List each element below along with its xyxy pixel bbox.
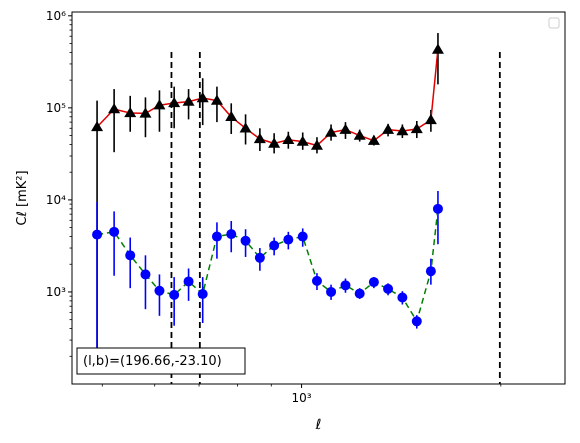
data-point — [225, 110, 238, 121]
data-point — [424, 113, 437, 125]
data-point — [92, 229, 103, 240]
series-layer — [91, 33, 444, 357]
legend — [548, 17, 560, 29]
data-point — [282, 133, 295, 144]
data-point — [368, 277, 379, 288]
data-point — [253, 132, 266, 144]
data-point — [367, 134, 380, 145]
data-point — [396, 125, 409, 136]
data-point — [124, 106, 137, 118]
y-tick-label: 10⁵ — [46, 101, 66, 115]
data-point — [153, 99, 166, 110]
data-point — [410, 122, 423, 134]
data-point — [339, 123, 352, 134]
data-point — [183, 276, 194, 287]
data-point — [310, 139, 323, 150]
annotation-label: (l,b)=(196.66,-23.10) — [83, 354, 222, 369]
data-point — [108, 103, 121, 114]
x-axis-label: ℓ — [315, 417, 322, 433]
vertical-lines — [170, 52, 501, 384]
ticks: 10³ 10⁴ 10⁵ 10⁶ 10³ — [46, 9, 502, 405]
data-point — [125, 250, 136, 261]
data-point — [197, 289, 208, 300]
data-point — [210, 94, 223, 105]
data-point — [431, 43, 444, 54]
series-2 — [92, 190, 443, 351]
data-point — [353, 129, 366, 140]
data-point — [411, 316, 422, 327]
data-point — [325, 126, 338, 137]
data-point — [169, 289, 180, 300]
data-point — [354, 288, 365, 299]
data-point — [269, 240, 280, 251]
data-point — [268, 137, 281, 148]
data-point — [283, 234, 294, 245]
data-point — [425, 266, 436, 277]
data-point — [140, 269, 151, 280]
data-point — [182, 95, 195, 106]
y-axis-label: Cℓ [mK²] — [15, 170, 30, 225]
data-point — [139, 107, 152, 118]
data-point — [297, 231, 308, 242]
data-point — [382, 123, 395, 134]
data-point — [196, 91, 209, 103]
data-point — [109, 226, 120, 237]
data-point — [296, 135, 309, 146]
data-point — [383, 283, 394, 294]
series-1 — [91, 33, 444, 357]
series-line — [96, 208, 439, 324]
y-tick-label: 10³ — [46, 285, 66, 299]
y-tick-label: 10⁴ — [46, 193, 66, 207]
data-point — [326, 286, 337, 297]
data-point — [211, 231, 222, 242]
data-point — [226, 229, 237, 240]
data-point — [168, 96, 181, 108]
plot-frame — [71, 11, 566, 385]
data-point — [254, 252, 265, 263]
data-point — [397, 292, 408, 303]
data-point — [91, 120, 104, 132]
data-point — [239, 122, 252, 133]
data-point — [340, 280, 351, 291]
data-point — [154, 285, 165, 296]
data-point — [432, 203, 443, 214]
data-point — [311, 275, 322, 286]
y-tick-label: 10⁶ — [46, 9, 66, 23]
data-point — [240, 235, 251, 246]
annotation-box — [76, 347, 246, 375]
x-tick-label: 10³ — [292, 391, 312, 405]
